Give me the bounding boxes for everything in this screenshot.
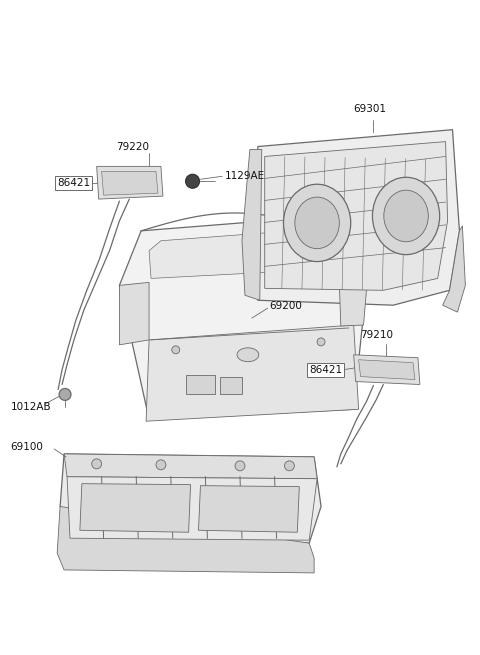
Ellipse shape (295, 197, 339, 249)
Polygon shape (80, 483, 191, 533)
Text: 1012AB: 1012AB (11, 402, 51, 412)
Text: 79210: 79210 (360, 330, 394, 340)
Polygon shape (258, 130, 459, 305)
Circle shape (186, 174, 200, 188)
Circle shape (92, 459, 102, 469)
Circle shape (317, 338, 325, 346)
Ellipse shape (284, 184, 351, 261)
Text: 69100: 69100 (11, 442, 44, 452)
Polygon shape (339, 265, 369, 326)
Polygon shape (242, 149, 262, 300)
Polygon shape (102, 172, 158, 195)
Polygon shape (359, 360, 415, 379)
Ellipse shape (384, 190, 428, 242)
Ellipse shape (372, 178, 440, 255)
Circle shape (156, 460, 166, 470)
Text: 86421: 86421 (309, 365, 342, 375)
Circle shape (59, 388, 71, 400)
Ellipse shape (237, 348, 259, 362)
FancyBboxPatch shape (186, 375, 216, 394)
Circle shape (172, 346, 180, 354)
FancyBboxPatch shape (220, 377, 242, 394)
Text: 69301: 69301 (354, 104, 387, 114)
Circle shape (235, 461, 245, 471)
Text: 1129AE: 1129AE (225, 172, 265, 181)
Text: 86421: 86421 (57, 178, 90, 188)
Polygon shape (354, 355, 420, 384)
Polygon shape (120, 282, 149, 345)
Polygon shape (120, 216, 369, 419)
Circle shape (285, 461, 294, 471)
Polygon shape (64, 454, 317, 479)
Polygon shape (199, 485, 300, 533)
Polygon shape (60, 454, 321, 543)
Text: 79220: 79220 (117, 141, 149, 151)
Polygon shape (264, 141, 447, 290)
Polygon shape (67, 477, 317, 540)
Polygon shape (57, 506, 314, 573)
Polygon shape (96, 166, 163, 199)
Polygon shape (149, 229, 341, 278)
Polygon shape (443, 226, 466, 312)
Text: 69200: 69200 (270, 301, 302, 311)
Polygon shape (146, 325, 359, 421)
